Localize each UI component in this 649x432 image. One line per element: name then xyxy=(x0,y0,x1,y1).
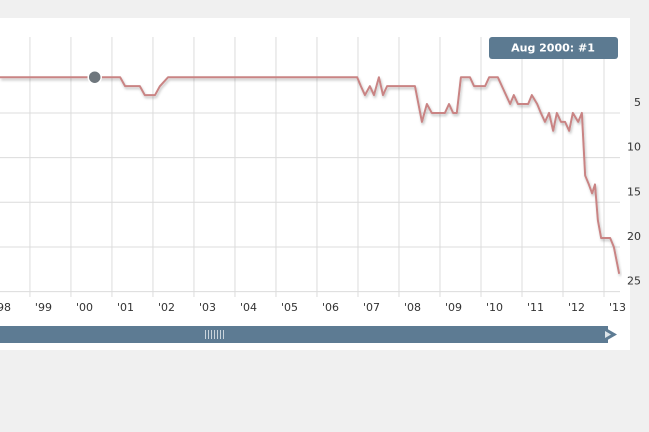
highlight-point xyxy=(87,69,102,85)
x-tick-label: '00 xyxy=(76,301,93,314)
x-tick-label: '99 xyxy=(35,301,52,314)
y-tick-label: 15 xyxy=(627,185,641,198)
scrollbar[interactable] xyxy=(0,326,617,343)
tooltip-box xyxy=(489,37,618,59)
x-tick-label: '01 xyxy=(117,301,134,314)
x-tick-label: '03 xyxy=(199,301,216,314)
scrollbar-grip[interactable] xyxy=(205,330,224,339)
x-tick-label: '07 xyxy=(363,301,380,314)
tooltip: Aug 2000: #1 xyxy=(489,37,618,59)
x-tick-label: '08 xyxy=(404,301,421,314)
scroll-arrow-icon[interactable] xyxy=(605,331,611,338)
y-tick-label: 10 xyxy=(627,141,641,154)
y-tick-label: 5 xyxy=(634,96,641,109)
x-tick-label: '02 xyxy=(158,301,175,314)
x-tick-label: '98 xyxy=(0,301,11,314)
y-tick-label: 25 xyxy=(627,275,641,288)
x-tick-label: '05 xyxy=(281,301,298,314)
y-tick-label: 20 xyxy=(627,230,641,243)
x-tick-label: '09 xyxy=(445,301,462,314)
x-tick-label: '04 xyxy=(240,301,257,314)
x-tick-label: '12 xyxy=(568,301,585,314)
x-tick-label: '06 xyxy=(322,301,339,314)
rank-line xyxy=(0,76,621,274)
x-tick-label: '10 xyxy=(486,301,503,314)
x-tick-label: '11 xyxy=(527,301,544,314)
plot-background xyxy=(0,18,630,350)
tooltip-text: Aug 2000: #1 xyxy=(511,42,595,55)
x-tick-label: '13 xyxy=(609,301,626,314)
scrollbar-track[interactable] xyxy=(0,326,608,343)
